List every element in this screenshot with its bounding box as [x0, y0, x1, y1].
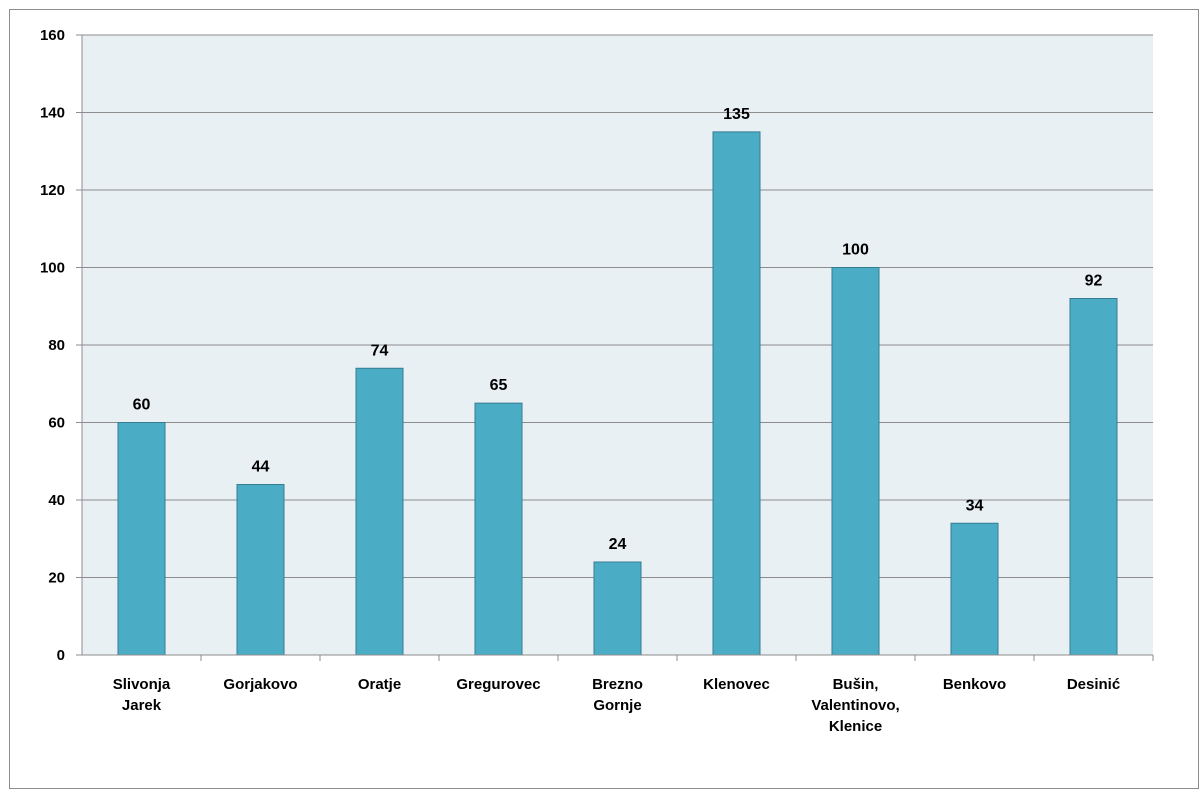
x-category-label: Slivonja Jarek	[113, 676, 171, 714]
y-tick-label: 0	[57, 647, 65, 664]
x-category-line: Brezno	[592, 676, 643, 693]
x-category-label: Bušin, Valentinovo, Klenice	[811, 676, 899, 735]
x-category-line: Gornje	[593, 697, 641, 714]
x-category-label: Benkovo	[943, 676, 1006, 693]
data-label: 24	[609, 536, 627, 553]
x-axis-categories: Slivonja Jarek Gorjakovo Oratje Gregurovec Br…	[113, 655, 1154, 735]
y-tick-label: 80	[48, 337, 65, 354]
data-labels: 60 44 74 65 24 135 100 34 92	[133, 106, 1103, 553]
bar	[474, 402, 523, 656]
y-axis-ticks: 0 20 40 60 80 100 120 140 160	[40, 27, 82, 664]
bar	[1069, 298, 1118, 656]
bar	[117, 422, 166, 656]
data-label: 135	[723, 106, 750, 123]
y-tick-label: 140	[40, 105, 65, 122]
bar	[950, 522, 999, 656]
bar	[355, 367, 404, 656]
data-label: 100	[842, 242, 869, 259]
x-category-line: Gregurovec	[456, 676, 540, 693]
bar	[712, 131, 761, 656]
bar	[593, 561, 642, 656]
y-tick-label: 100	[40, 260, 65, 277]
data-label: 92	[1085, 273, 1103, 290]
y-tick-label: 160	[40, 27, 65, 44]
x-category-label: Klenovec	[703, 676, 770, 693]
data-label: 44	[252, 459, 270, 476]
x-category-label: Desinić	[1067, 676, 1120, 693]
y-tick-label: 60	[48, 415, 65, 432]
data-label: 74	[371, 342, 389, 359]
x-category-line: Bušin,	[833, 676, 879, 693]
data-label: 34	[966, 497, 984, 514]
x-category-line: Klenice	[829, 718, 882, 735]
x-category-label: Gregurovec	[456, 676, 540, 693]
x-category-line: Valentinovo,	[811, 697, 899, 714]
y-tick-label: 40	[48, 492, 65, 509]
x-category-line: Slivonja	[113, 676, 171, 693]
x-category-line: Klenovec	[703, 676, 770, 693]
y-tick-label: 120	[40, 182, 65, 199]
x-category-line: Benkovo	[943, 676, 1006, 693]
data-label: 60	[133, 397, 151, 414]
bars	[117, 131, 1118, 656]
bar	[831, 267, 880, 656]
x-category-label: Brezno Gornje	[592, 676, 643, 714]
x-category-line: Jarek	[122, 697, 162, 714]
x-category-line: Gorjakovo	[223, 676, 297, 693]
data-label: 65	[490, 377, 508, 394]
y-tick-label: 20	[48, 570, 65, 587]
bar	[236, 484, 285, 656]
x-category-label: Oratje	[358, 676, 401, 693]
x-category-line: Desinić	[1067, 676, 1120, 693]
x-category-label: Gorjakovo	[223, 676, 297, 693]
x-category-line: Oratje	[358, 676, 401, 693]
